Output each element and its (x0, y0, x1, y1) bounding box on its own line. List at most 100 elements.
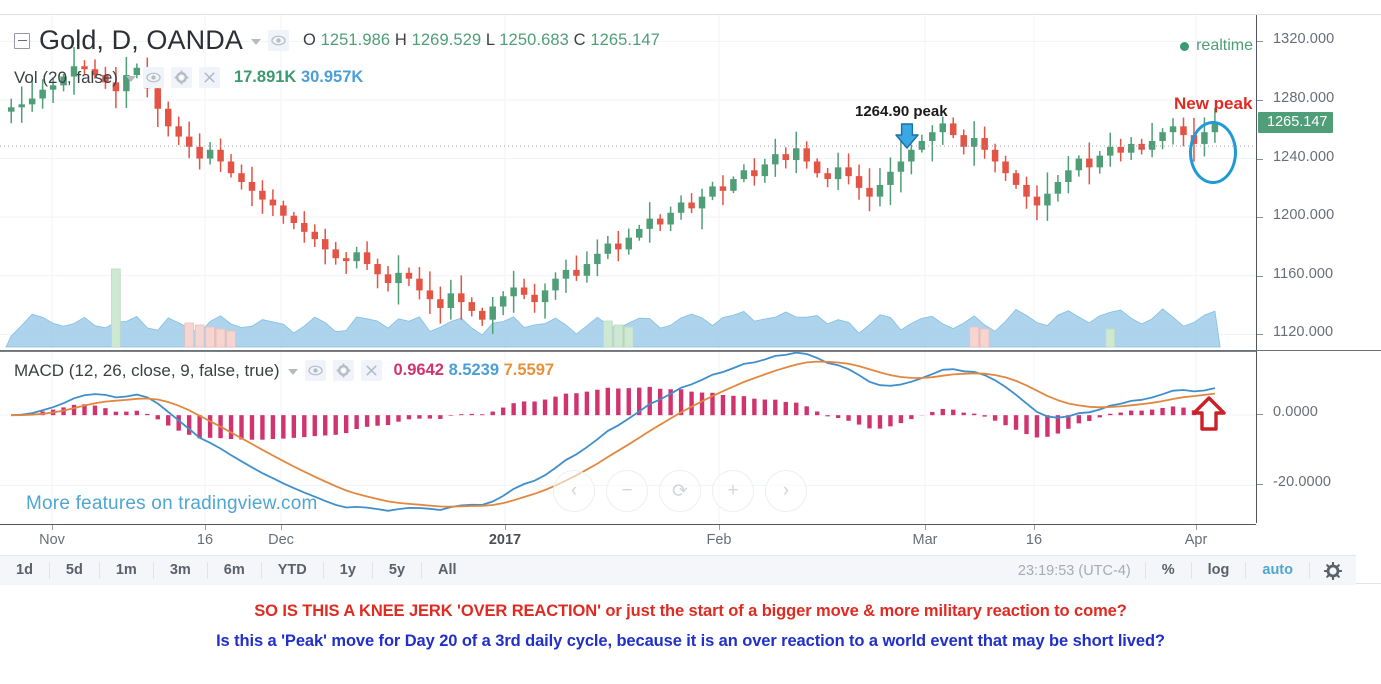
macd-values: 0.9642 8.5239 7.5597 (394, 361, 555, 380)
percent-scale-button[interactable]: % (1161, 562, 1175, 578)
pane-divider (0, 350, 1381, 351)
chevron-down-icon[interactable] (125, 76, 136, 82)
nav-zoom-out-button[interactable]: − (606, 470, 648, 512)
time-axis-label: 16 (196, 532, 214, 548)
nav-prev-button[interactable]: ‹ (553, 470, 595, 512)
nav-next-button[interactable]: › (765, 470, 807, 512)
macd-axis-label: 0.0000 (1273, 404, 1318, 421)
price-chart-canvas (0, 15, 1256, 349)
settings-button[interactable] (1310, 561, 1356, 580)
tradingview-watermark: More features on tradingview.com (26, 493, 318, 514)
eye-icon[interactable] (304, 360, 326, 381)
symbol-legend: Gold, D, OANDA O 1251.986 H 1269.529 L 1… (14, 25, 660, 56)
gear-icon[interactable] (332, 360, 354, 381)
price-axis-label: 1280.000 (1273, 89, 1335, 106)
volume-value-1: 17.891K (233, 68, 297, 86)
range-button-5d[interactable]: 5d (65, 562, 83, 578)
close-icon[interactable] (198, 67, 220, 88)
toolbar-divider (1144, 562, 1146, 579)
price-pane[interactable] (0, 15, 1256, 349)
caption-line-2: Is this a 'Peak' move for Day 20 of a 3r… (216, 632, 1165, 650)
ohlc-c-value: 1265.147 (590, 31, 660, 49)
macd-axis-label: -20.0000 (1273, 474, 1332, 491)
axis-tick (1257, 414, 1263, 416)
range-button-1m[interactable]: 1m (115, 562, 137, 578)
range-button-1y[interactable]: 1y (339, 562, 356, 578)
ellipse-highlight-icon (1189, 121, 1237, 184)
time-axis-label: Dec (268, 532, 294, 548)
price-axis[interactable]: 1320.000 1280.000 1240.000 1200.000 1160.000… (1256, 15, 1381, 350)
toolbar-divider (1190, 562, 1192, 579)
axis-tick (719, 525, 720, 530)
new-peak-annotation-label: New peak (1174, 94, 1253, 113)
ohlc-l-value: 1250.683 (499, 31, 569, 49)
axis-tick (1257, 334, 1263, 336)
time-axis-label: Nov (39, 532, 65, 548)
axis-tick (1257, 275, 1263, 277)
axis-tick (205, 525, 206, 530)
chevron-down-icon[interactable] (287, 369, 298, 375)
time-axis-label: Apr (1184, 532, 1208, 548)
axis-tick (1257, 41, 1263, 43)
macd-signal-value: 7.5597 (503, 361, 555, 379)
toolbar-divider (421, 562, 423, 579)
symbol-title[interactable]: Gold, D, OANDA (39, 25, 243, 55)
toolbar-divider (152, 562, 154, 579)
gear-icon[interactable] (170, 67, 192, 88)
eye-icon[interactable] (267, 30, 289, 51)
axis-tick (1257, 217, 1263, 219)
range-button-6m[interactable]: 6m (223, 562, 245, 578)
macd-arrow-up-icon (1192, 396, 1226, 431)
chevron-down-icon[interactable] (250, 39, 261, 45)
nav-reset-button[interactable]: ⟳ (659, 470, 701, 512)
current-price-badge[interactable]: 1265.147 (1258, 111, 1334, 133)
volume-indicator-name[interactable]: Vol (20, false) (14, 67, 118, 87)
range-button-all[interactable]: All (438, 562, 457, 578)
ohlc-values: O 1251.986 H 1269.529 L 1250.683 C 1265.… (303, 31, 660, 50)
caption-line-1: SO IS THIS A KNEE JERK 'OVER REACTION' o… (254, 602, 1127, 620)
tradingview-chart: 1320.000 1280.000 1240.000 1200.000 1160.000… (0, 14, 1381, 585)
range-button-1d[interactable]: 1d (16, 562, 33, 578)
price-axis-label: 1120.000 (1273, 324, 1334, 341)
ohlc-o-value: 1251.986 (320, 31, 391, 49)
caption-block: SO IS THIS A KNEE JERK 'OVER REACTION' o… (0, 596, 1381, 656)
nav-zoom-in-button[interactable]: + (712, 470, 754, 512)
time-axis-label: 16 (1025, 532, 1043, 548)
ohlc-h-key: H (394, 31, 407, 49)
toolbar-divider (1245, 562, 1247, 579)
axis-tick (1034, 525, 1035, 530)
volume-value-2: 30.957K (300, 68, 364, 86)
range-button-5y[interactable]: 5y (388, 562, 406, 578)
axis-tick (1257, 484, 1263, 486)
toolbar-divider (1309, 562, 1310, 579)
volume-values: 17.891K 30.957K (234, 68, 363, 87)
time-axis[interactable]: Nov 16 Dec 2017 Feb Mar 16 Apr (0, 524, 1256, 554)
axis-tick (505, 525, 506, 530)
toolbar-divider (260, 562, 262, 579)
time-axis-label: Mar (912, 532, 938, 548)
macd-legend: MACD (12, 26, close, 9, false, true) (14, 360, 554, 381)
macd-indicator-name[interactable]: MACD (12, 26, close, 9, false, true) (14, 360, 280, 380)
clock-label: 23:19:53 (UTC-4) (1017, 562, 1131, 579)
axis-tick (1196, 525, 1197, 530)
realtime-status: realtime (1180, 37, 1253, 55)
range-button-3m[interactable]: 3m (169, 562, 191, 578)
close-icon[interactable] (360, 360, 382, 381)
bottom-toolbar: 1d 5d 1m 3m 6m YTD 1y 5y All 23:19:53 (UTC-4) % … (0, 555, 1356, 585)
gear-icon (1324, 561, 1342, 580)
axis-tick (1257, 99, 1263, 101)
auto-scale-button[interactable]: auto (1262, 562, 1293, 578)
axis-tick (281, 525, 282, 530)
eye-icon[interactable] (142, 67, 164, 88)
axis-tick (1257, 158, 1263, 160)
log-scale-button[interactable]: log (1207, 562, 1230, 578)
chart-nav-controls: ‹ − ⟳ + › (553, 470, 807, 512)
axis-tick (52, 525, 53, 530)
time-axis-label: Feb (706, 532, 732, 548)
ohlc-o-key: O (302, 31, 316, 49)
macd-hist-value: 0.9642 (393, 361, 444, 379)
macd-axis[interactable]: 0.0000 -20.0000 (1256, 351, 1381, 523)
minus-box-icon[interactable] (14, 32, 30, 49)
arrow-down-icon (895, 123, 919, 149)
range-button-ytd[interactable]: YTD (277, 562, 307, 578)
